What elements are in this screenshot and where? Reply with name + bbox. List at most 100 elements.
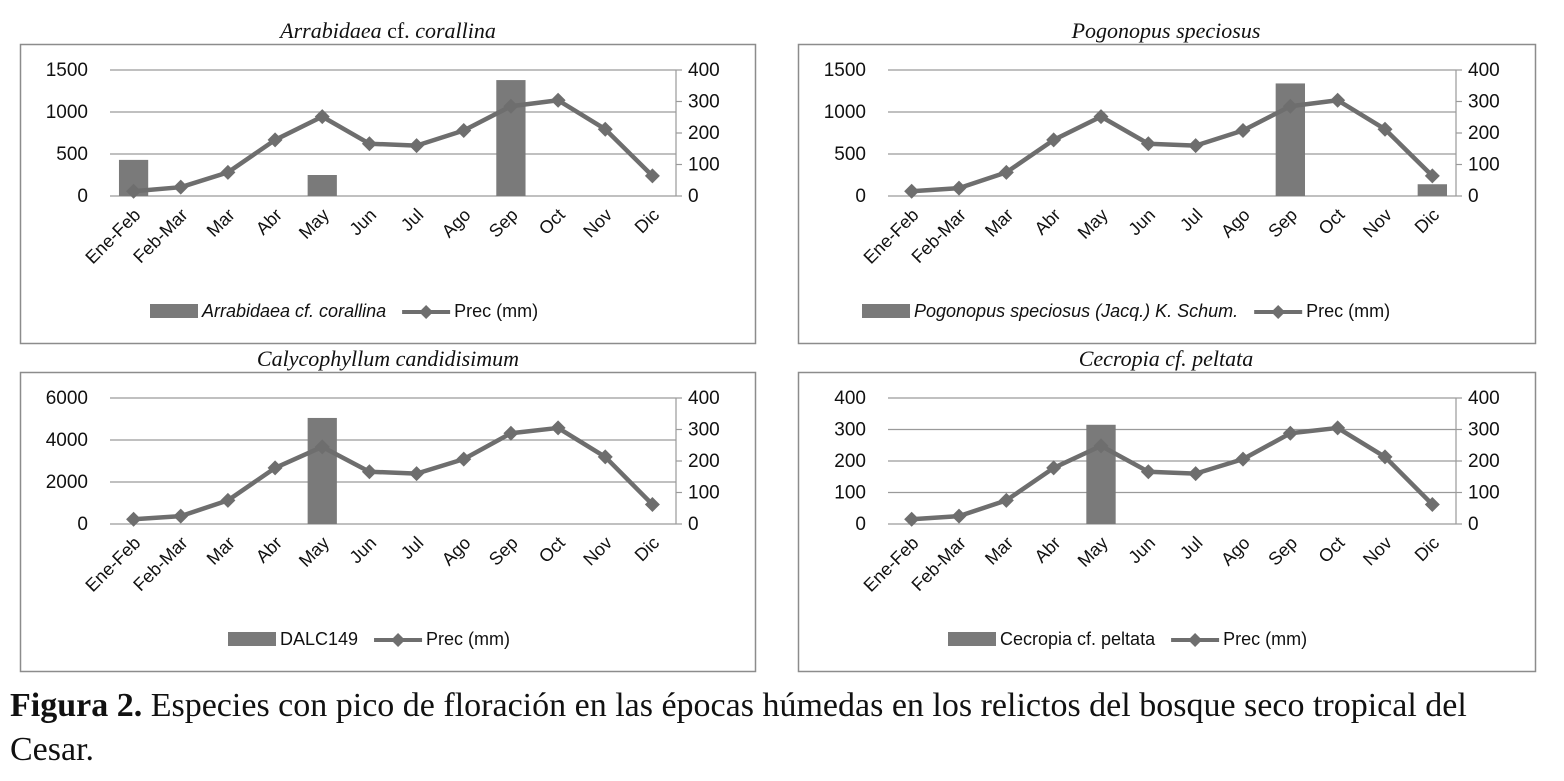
y-right-tick-label: 200 (688, 451, 720, 472)
y-right-tick-label: 200 (1468, 451, 1500, 472)
y-right-tick-label: 0 (1468, 186, 1479, 207)
precip-marker (409, 466, 425, 482)
precip-marker (126, 183, 142, 199)
y-right-tick-label: 0 (688, 186, 699, 207)
precip-marker (1377, 121, 1393, 137)
panel-border (797, 43, 1537, 345)
legend-line-marker (391, 633, 406, 647)
precip-marker (1282, 425, 1298, 441)
y-left-tick-label: 0 (855, 186, 866, 207)
legend-line-label: Prec (mm) (1223, 629, 1307, 649)
y-left-tick-label: 400 (834, 388, 866, 409)
y-right-tick-label: 400 (1468, 388, 1500, 409)
y-left-tick-label: 0 (77, 186, 88, 207)
chart-panel-3: 02000400060000100200300400Ene-FebFeb-Mar… (19, 371, 757, 673)
legend-line-label: Prec (mm) (426, 629, 510, 649)
precip-marker (644, 496, 660, 512)
precip-marker (904, 511, 920, 527)
y-right-tick-label: 400 (688, 388, 720, 409)
legend-line-label: Prec (mm) (454, 301, 538, 321)
precip-marker (1235, 451, 1251, 467)
y-right-tick-label: 100 (688, 155, 720, 176)
legend-bar-label: Cecropia cf. peltata (1000, 629, 1156, 649)
y-right-tick-label: 100 (1468, 483, 1500, 504)
precip-marker (409, 138, 425, 154)
precip-marker (314, 439, 330, 455)
y-left-tick-label: 0 (855, 514, 866, 535)
precip-marker (597, 121, 613, 137)
precip-marker (1188, 466, 1204, 482)
legend-bar-swatch (862, 304, 910, 318)
y-left-tick-label: 300 (834, 420, 866, 441)
precip-marker (173, 179, 189, 195)
y-right-tick-label: 0 (688, 514, 699, 535)
chart-title-2: Pogonopus speciosus (1071, 18, 1261, 43)
precip-line (133, 425, 655, 522)
y-left-tick-label: 1000 (824, 102, 866, 123)
y-left-tick-label: 200 (834, 451, 866, 472)
precip-marker (998, 164, 1014, 180)
bar (496, 80, 526, 196)
precip-line (911, 425, 1434, 522)
precip-marker (267, 460, 283, 476)
precip-marker (951, 180, 967, 196)
panel-border (19, 371, 757, 673)
y-right-tick-label: 300 (1468, 92, 1500, 113)
y-left-tick-label: 1000 (46, 102, 88, 123)
y-right-tick-label: 300 (1468, 420, 1500, 441)
precip-line (911, 97, 1434, 194)
y-right-tick-label: 300 (688, 92, 720, 113)
precip-marker (314, 109, 330, 125)
chart-panel-4: 01002003004000100200300400Ene-FebFeb-Mar… (797, 371, 1537, 673)
figure-caption: Figura 2. Especies con pico de floración… (10, 684, 1550, 772)
legend-bar-swatch (948, 632, 996, 646)
legend-bar-swatch (150, 304, 198, 318)
precip-marker (550, 92, 566, 108)
legend-line-marker (419, 305, 434, 319)
legend-bar-label: Pogonopus speciosus (Jacq.) K. Schum. (914, 301, 1238, 321)
caption-text: Especies con pico de floración en las ép… (10, 687, 1467, 768)
precip-marker (1140, 136, 1156, 152)
precip-marker (503, 425, 519, 441)
y-left-tick-label: 2000 (46, 472, 88, 493)
y-left-tick-label: 500 (56, 144, 88, 165)
precip-marker (126, 511, 142, 527)
legend-line-label: Prec (mm) (1306, 301, 1390, 321)
y-right-tick-label: 100 (688, 483, 720, 504)
y-right-tick-label: 100 (1468, 155, 1500, 176)
bar (1417, 184, 1448, 196)
precip-marker (904, 183, 920, 199)
precip-marker (220, 164, 236, 180)
chart-title-1: Arrabidaea cf. corallina (280, 18, 496, 43)
precip-marker (503, 98, 519, 114)
precip-marker (220, 492, 236, 508)
precip-marker (1424, 168, 1440, 184)
precip-marker (1046, 460, 1062, 476)
y-right-tick-label: 0 (1468, 514, 1479, 535)
precip-marker (644, 168, 660, 184)
y-right-tick-label: 200 (688, 123, 720, 144)
precip-marker (951, 508, 967, 524)
precip-marker (361, 464, 377, 480)
precip-line (133, 97, 654, 194)
y-left-tick-label: 1500 (46, 60, 88, 81)
precip-marker (1235, 122, 1251, 138)
caption-label: Figura 2. (10, 687, 143, 724)
legend-bar-label: DALC149 (280, 629, 358, 649)
precip-marker (173, 508, 189, 524)
precip-marker (1046, 132, 1062, 148)
y-left-tick-label: 100 (834, 483, 866, 504)
legend-bar-swatch (228, 632, 276, 646)
precip-marker (1188, 138, 1204, 154)
y-left-tick-label: 500 (834, 144, 866, 165)
precip-marker (998, 492, 1014, 508)
chart-title-3: Calycophyllum candidisimum (256, 346, 520, 371)
y-right-tick-label: 400 (1468, 60, 1500, 81)
precip-marker (1093, 438, 1109, 454)
y-right-tick-label: 400 (688, 60, 720, 81)
chart-title-4: Cecropia cf. peltata (1078, 346, 1254, 371)
precip-marker (1330, 92, 1346, 108)
legend-line-marker (1188, 633, 1203, 647)
